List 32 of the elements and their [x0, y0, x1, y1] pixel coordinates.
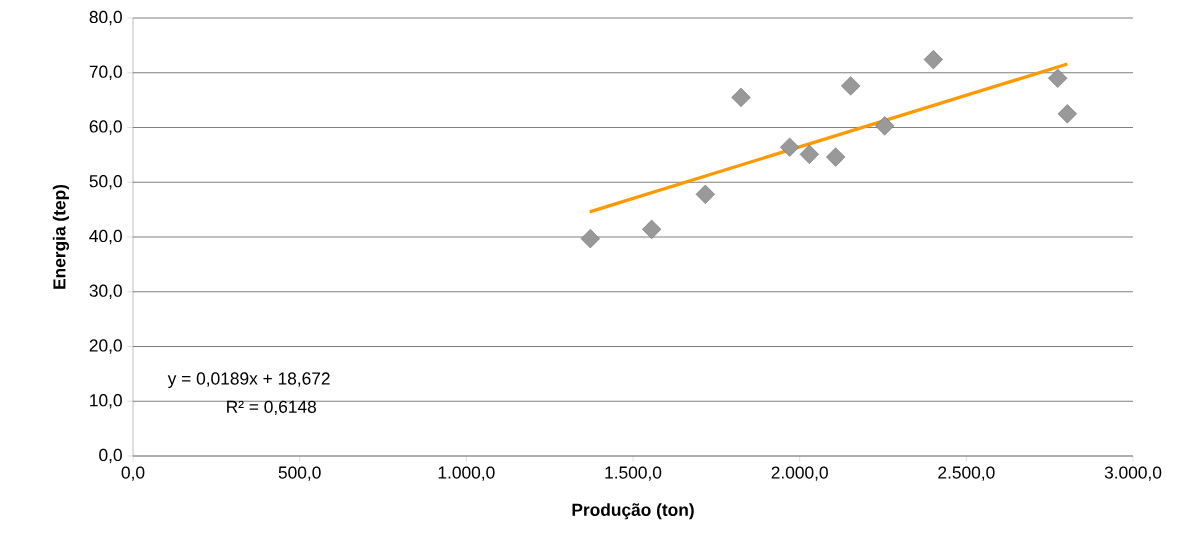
point: [780, 137, 800, 157]
x-tick-label: 0,0: [121, 466, 145, 481]
x-axis-title: Produção (ton): [572, 503, 694, 520]
point: [826, 147, 846, 167]
y-tick-label: 0,0: [99, 448, 122, 464]
y-tick-label: 40,0: [89, 229, 122, 245]
point: [923, 50, 943, 70]
point: [1057, 104, 1077, 124]
x-tick-label: 1.000,0: [438, 466, 495, 481]
x-tick-label: 2.500,0: [938, 466, 995, 481]
point: [1048, 68, 1068, 88]
point: [580, 229, 600, 249]
x-tick-label: 2.000,0: [771, 466, 828, 481]
x-tick-label: 3.000,0: [1104, 466, 1162, 481]
x-tick-label: 1.500,0: [605, 466, 662, 481]
point: [695, 184, 715, 204]
point: [642, 219, 662, 239]
point: [875, 116, 895, 136]
point: [841, 76, 861, 96]
point: [731, 87, 751, 107]
annotation: y = 0,0189x + 18,672: [167, 372, 330, 389]
y-tick-label: 20,0: [89, 339, 122, 354]
y-tick-label: 30,0: [89, 284, 122, 299]
y-tick-label: 50,0: [89, 175, 122, 190]
y-tick-label: 10,0: [90, 394, 122, 409]
y-tick-label: 80,0: [89, 10, 122, 26]
y-axis-title: Energia (tep): [52, 184, 70, 289]
annotation: R² = 0,6148: [227, 400, 316, 415]
point: [799, 144, 819, 164]
y-tick-label: 70,0: [89, 65, 122, 80]
y-tick-label: 60,0: [89, 120, 122, 135]
x-tick-label: 500,0: [278, 466, 321, 481]
